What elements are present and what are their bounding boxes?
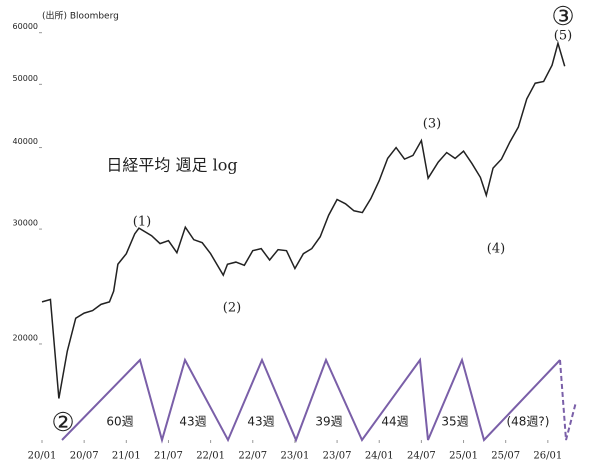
cycle-label: 60週 [106, 415, 133, 429]
chart-title: 日経平均 週足 log [106, 156, 237, 175]
wave-label: (2) [223, 301, 241, 316]
wave-label: ③ [551, 2, 574, 32]
x-tick-label: 24/01 [365, 451, 394, 462]
y-tick-label: 20000 [13, 333, 38, 342]
y-tick-label: 50000 [13, 74, 38, 83]
cycle-label: 39週 [315, 415, 342, 429]
x-tick-label: 26/01 [533, 451, 562, 462]
cycle-label: 44週 [381, 415, 408, 429]
wave-label: (3) [423, 117, 441, 132]
price-line [41, 40, 566, 399]
x-tick-label: 22/01 [196, 451, 225, 462]
wave-label: (5) [554, 29, 572, 44]
x-tick-label: 21/07 [154, 451, 183, 462]
cycle-line [61, 356, 561, 444]
x-tick-label: 20/07 [70, 451, 99, 462]
source: (出所) Bloomberg [42, 10, 119, 22]
x-tick-label: 21/01 [112, 451, 141, 462]
x-tick-label: 24/07 [407, 451, 436, 462]
cycle-label: (48週?) [506, 415, 549, 429]
cycle-line-projected [559, 359, 577, 441]
wave-label: (4) [487, 242, 505, 257]
x-tick-label: 22/07 [238, 451, 267, 462]
y-tick-label: 60000 [13, 22, 38, 31]
x-tick-label: 20/01 [28, 451, 57, 462]
cycle-label: 43週 [247, 415, 274, 429]
wave-label: (1) [133, 215, 151, 230]
x-tick-label: 23/07 [323, 451, 352, 462]
x-tick-label: 23/01 [281, 451, 310, 462]
y-tick-label: 40000 [13, 137, 38, 146]
y-tick-label: 30000 [13, 219, 38, 228]
cycle-label: 35週 [441, 415, 468, 429]
x-tick-label: 25/01 [449, 451, 478, 462]
x-tick-label: 25/07 [491, 451, 520, 462]
cycle-label: 43週 [179, 415, 206, 429]
wave-label: ② [51, 408, 74, 438]
